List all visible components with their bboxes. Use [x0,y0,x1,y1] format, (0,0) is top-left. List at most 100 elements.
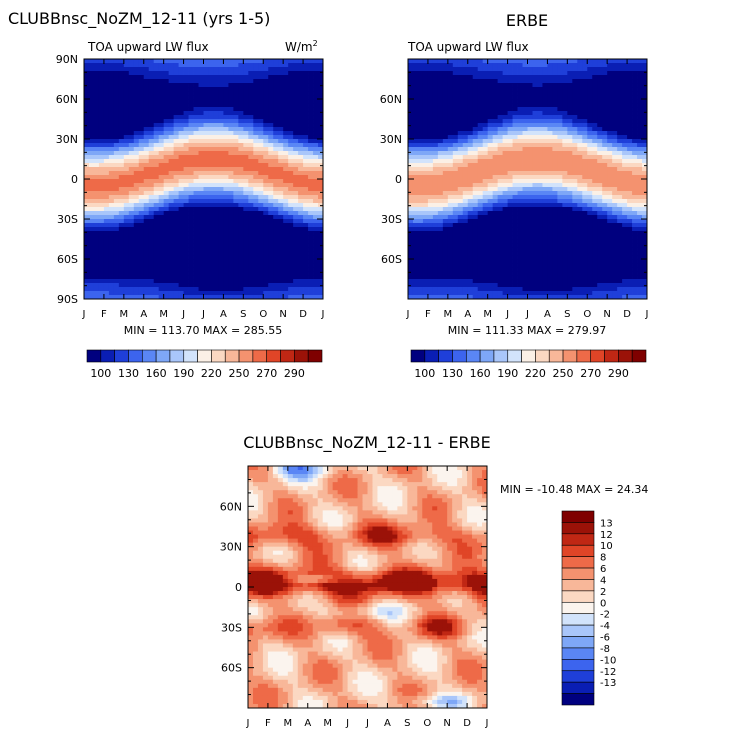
heat-cell [612,87,617,91]
heat-cell [194,275,199,279]
heat-cell [149,99,154,103]
heat-cell [532,103,537,107]
heat-cell [602,147,607,151]
heat-cell [632,131,637,135]
heat-cell [518,127,523,131]
heat-cell [433,127,438,131]
heat-cell [622,195,627,199]
heat-cell [273,155,278,159]
heat-cell [84,115,89,119]
heat-cell [582,139,587,143]
heat-cell [577,175,582,179]
heat-cell [208,215,213,219]
heat-cell [528,207,533,211]
heat-cell [159,279,164,283]
heat-cell [418,175,423,179]
heat-cell [303,243,308,247]
heat-cell [293,191,298,195]
heat-cell [473,103,478,107]
heat-cell [493,215,498,219]
heat-cell [523,123,528,127]
heat-cell [537,195,542,199]
heat-cell [478,199,483,203]
heat-cell [288,287,293,291]
heat-cell [89,159,94,163]
heat-cell [617,135,622,139]
heat-cell [518,131,523,135]
heat-cell [149,135,154,139]
heat-cell [557,211,562,215]
heat-cell [199,191,204,195]
heat-cell [228,183,233,187]
heat-cell [413,63,418,67]
heat-cell [592,71,597,75]
heat-cell [423,103,428,107]
heat-cell [518,171,523,175]
heat-cell [179,111,184,115]
heat-cell [313,119,318,123]
heat-cell [99,99,104,103]
heat-cell [488,103,493,107]
heat-cell [483,179,488,183]
heat-cell [263,251,268,255]
heat-cell [179,103,184,107]
heat-cell [144,175,149,179]
heat-cell [208,287,213,291]
heat-cell [154,99,159,103]
heat-cell [233,87,238,91]
heat-cell [213,263,218,267]
heat-cell [547,111,552,115]
heat-cell [582,179,587,183]
heat-cell [622,75,627,79]
heat-cell [488,171,493,175]
heat-cell [258,251,263,255]
heat-cell [488,123,493,127]
heat-cell [463,123,468,127]
heat-cell [204,279,209,283]
heat-cell [557,199,562,203]
heat-cell [552,103,557,107]
heat-cell [233,135,238,139]
heat-cell [528,159,533,163]
heat-cell [134,267,139,271]
heat-cell [537,191,542,195]
heat-cell [632,207,637,211]
heat-cell [184,131,189,135]
heat-cell [164,175,169,179]
heat-cell [278,243,283,247]
heat-cell [503,71,508,75]
heat-cell [413,91,418,95]
heat-cell [298,143,303,147]
heat-cell [523,67,528,71]
heat-cell [129,171,134,175]
heat-cell [213,127,218,131]
heat-cell [238,111,243,115]
heat-cell [577,143,582,147]
heat-cell [268,215,273,219]
heat-cell [119,135,124,139]
heat-cell [577,107,582,111]
heat-cell [313,107,318,111]
heat-cell [104,267,109,271]
heat-cell [119,175,124,179]
heat-cell [154,83,159,87]
heat-cell [253,163,258,167]
heat-cell [577,179,582,183]
heat-cell [293,227,298,231]
heat-cell [129,271,134,275]
heat-cell [218,99,223,103]
heat-cell [169,275,174,279]
heat-cell [184,251,189,255]
heat-cell [298,215,303,219]
heat-cell [99,131,104,135]
heat-cell [84,127,89,131]
heat-cell [552,207,557,211]
heat-cell [228,99,233,103]
model-cbar-box [115,350,129,362]
heat-cell [134,195,139,199]
heat-cell [443,87,448,91]
heat-cell [228,223,233,227]
heat-cell [124,235,129,239]
heat-cell [109,179,114,183]
heat-cell [478,163,483,167]
